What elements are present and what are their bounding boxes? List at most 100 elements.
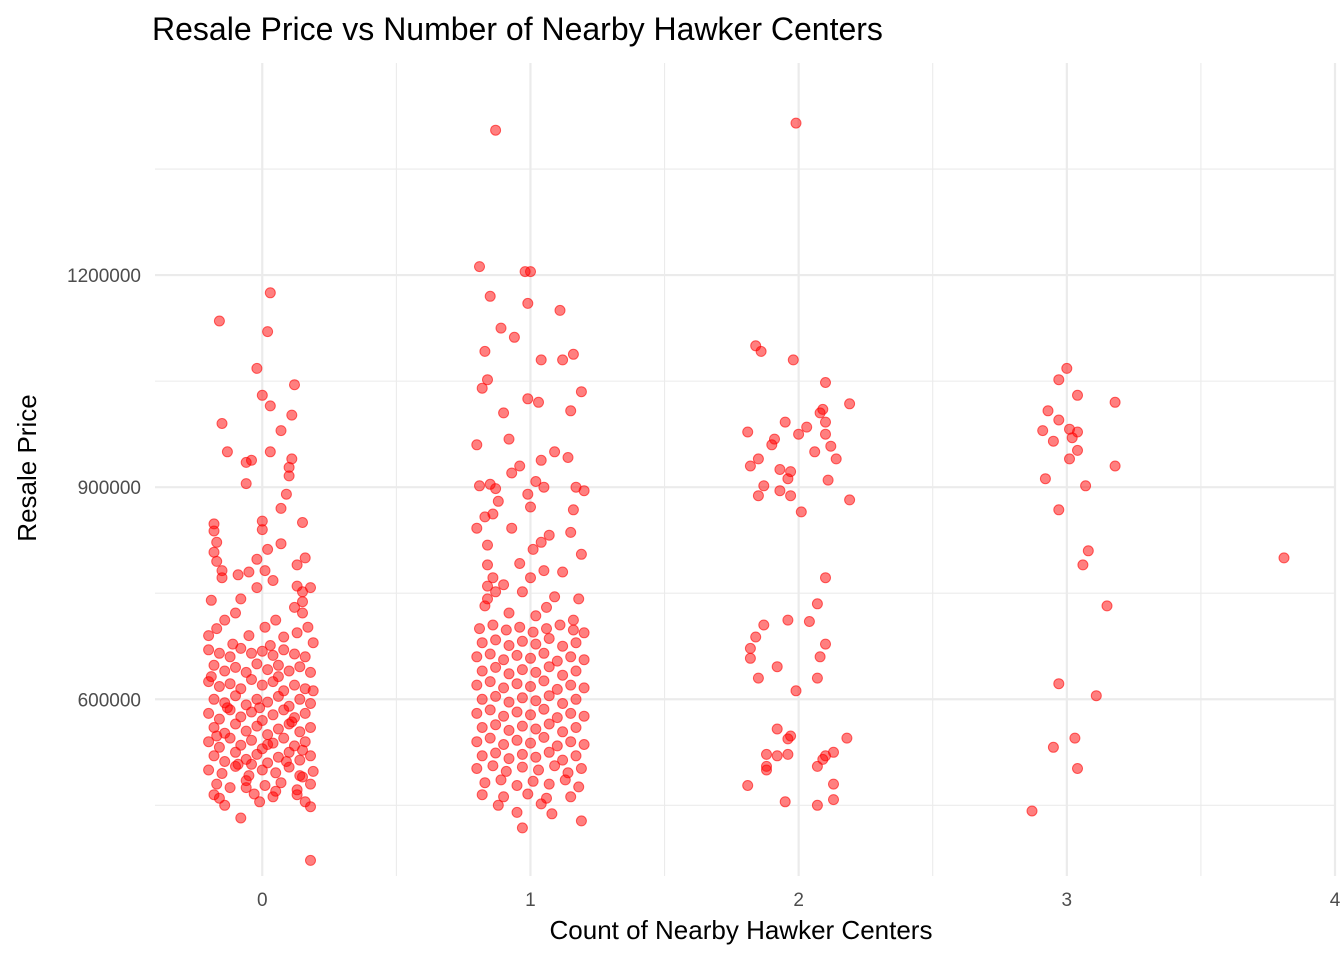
data-point <box>267 709 279 721</box>
data-point <box>216 418 228 429</box>
data-point <box>297 586 308 598</box>
data-point <box>570 693 582 705</box>
data-point <box>516 692 528 704</box>
data-point <box>203 764 215 776</box>
data-point <box>779 416 791 428</box>
data-point <box>490 483 502 495</box>
data-point <box>742 780 754 791</box>
data-point <box>527 775 539 787</box>
data-point <box>291 789 303 801</box>
data-point <box>254 702 266 714</box>
data-point <box>793 428 805 440</box>
data-point <box>1077 559 1089 571</box>
data-point <box>538 565 550 577</box>
data-point <box>557 698 569 709</box>
data-point <box>211 555 223 567</box>
data-point <box>221 702 233 714</box>
data-point <box>500 624 512 636</box>
data-point <box>297 596 308 608</box>
data-point <box>294 726 306 738</box>
data-point <box>525 652 536 664</box>
data-point <box>299 651 311 663</box>
data-point <box>256 764 268 776</box>
data-point <box>208 693 220 705</box>
data-point <box>471 651 483 663</box>
data-point <box>820 428 831 440</box>
data-point <box>525 681 536 692</box>
data-point <box>527 543 539 555</box>
data-point <box>822 474 834 486</box>
data-point <box>1278 552 1290 564</box>
data-point <box>522 788 534 800</box>
data-point <box>275 502 287 514</box>
data-point <box>275 777 287 789</box>
data-point <box>246 647 257 659</box>
data-point <box>305 854 316 866</box>
data-point <box>503 640 515 651</box>
data-point <box>203 707 215 719</box>
data-point <box>565 707 577 719</box>
data-point <box>305 750 316 762</box>
data-point <box>219 614 231 626</box>
data-point <box>219 799 231 811</box>
data-point <box>814 651 826 663</box>
y-axis-tick-labels: 600000 900000 1200000 <box>67 266 141 711</box>
data-point <box>516 586 528 598</box>
data-point <box>578 710 590 722</box>
data-point <box>546 808 558 820</box>
data-point <box>771 723 783 735</box>
data-point <box>240 478 252 490</box>
x-tick-label: 3 <box>1062 890 1073 911</box>
data-point <box>1047 741 1059 753</box>
data-point <box>567 348 579 360</box>
data-point <box>205 594 217 606</box>
data-point <box>208 546 220 558</box>
data-point <box>1072 444 1083 456</box>
data-point <box>213 741 225 753</box>
data-point <box>830 453 842 465</box>
data-point <box>498 682 510 694</box>
x-tick-label: 4 <box>1330 890 1341 911</box>
data-point <box>543 661 555 673</box>
data-point <box>844 494 856 506</box>
data-point <box>275 538 287 550</box>
data-point <box>522 297 534 309</box>
data-point <box>575 763 587 774</box>
data-point <box>305 698 316 709</box>
data-point <box>516 635 528 647</box>
data-point <box>203 630 215 642</box>
data-point <box>259 565 271 577</box>
y-tick-label: 1200000 <box>67 266 141 287</box>
data-point <box>484 676 496 688</box>
data-point <box>235 593 247 605</box>
data-point <box>294 754 306 766</box>
data-point <box>1053 678 1065 690</box>
data-point <box>758 619 770 631</box>
data-point <box>232 758 244 770</box>
data-point <box>570 665 582 677</box>
data-point <box>1053 374 1065 386</box>
data-point <box>567 504 579 516</box>
data-point <box>535 354 547 366</box>
data-point <box>243 566 255 578</box>
data-point <box>289 679 300 691</box>
data-point <box>471 736 483 748</box>
data-point <box>1047 435 1059 447</box>
data-point <box>305 801 316 813</box>
grid <box>155 63 1337 876</box>
data-point <box>230 718 241 730</box>
data-point <box>307 765 319 777</box>
data-point <box>562 452 574 463</box>
data-point <box>254 796 266 808</box>
data-point <box>205 671 217 683</box>
data-point <box>570 722 582 733</box>
data-point <box>213 647 225 659</box>
data-point <box>514 460 526 472</box>
data-point <box>256 524 268 536</box>
data-point <box>227 638 239 650</box>
data-point <box>479 345 491 357</box>
data-point <box>498 654 510 666</box>
data-point <box>567 614 579 626</box>
data-point <box>272 671 284 683</box>
